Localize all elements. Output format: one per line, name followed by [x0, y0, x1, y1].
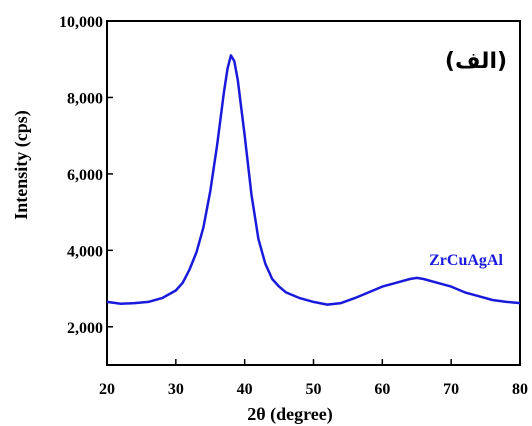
- y-tick-label: 6,000: [67, 167, 103, 184]
- panel-label: (الف): [445, 49, 507, 74]
- series-label: ZrCuAgAl: [429, 252, 503, 269]
- y-tick-label: 4,000: [67, 243, 103, 260]
- x-axis-title: 2θ (degree): [247, 404, 333, 425]
- x-tick-label: 80: [512, 381, 528, 398]
- x-tick-label: 20: [99, 381, 115, 398]
- x-tick-label: 50: [306, 381, 322, 398]
- series-layer: [106, 54, 521, 306]
- x-axis-ticks: 20 30 40 50 60 70 80: [99, 359, 528, 398]
- y-axis-ticks: 2,000 4,000 6,000 8,000 10,000: [59, 14, 113, 337]
- x-tick-label: 30: [168, 381, 184, 398]
- x-tick-label: 40: [237, 381, 253, 398]
- x-tick-label: 70: [443, 381, 459, 398]
- series-line: [106, 54, 521, 306]
- y-axis-title: Intensity (cps): [11, 110, 32, 220]
- y-tick-label: 2,000: [67, 320, 103, 337]
- y-tick-label: 8,000: [67, 90, 103, 107]
- x-tick-label: 60: [374, 381, 390, 398]
- y-tick-label: 10,000: [59, 14, 103, 31]
